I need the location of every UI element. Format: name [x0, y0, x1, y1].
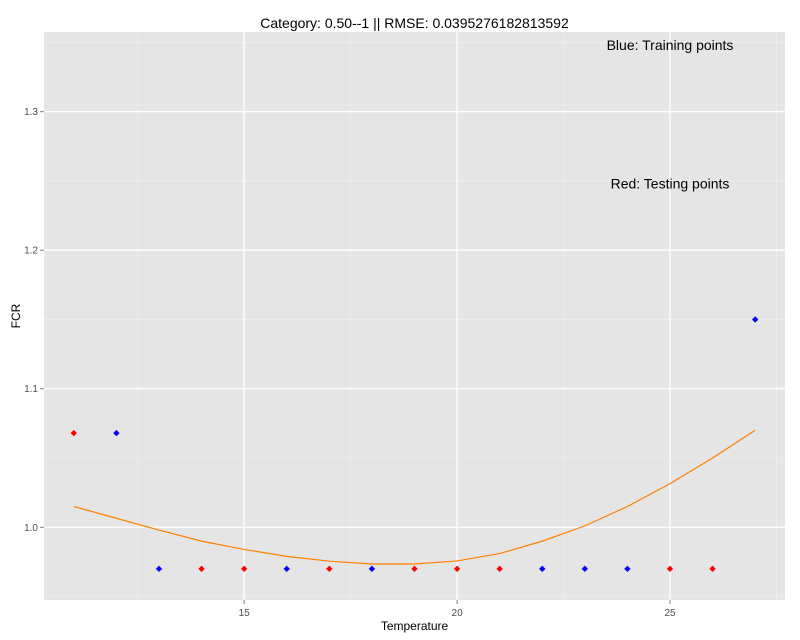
training-point	[624, 565, 631, 573]
testing-point	[666, 565, 674, 573]
points-layer	[70, 316, 759, 573]
annotation-training: Blue: Training points	[607, 37, 734, 53]
y-tick-label: 1.1	[24, 384, 38, 395]
training-point	[283, 565, 290, 573]
x-axis: 15 20 25	[239, 600, 676, 619]
training-point	[581, 565, 589, 573]
testing-point	[709, 565, 716, 573]
grid-minor	[44, 32, 785, 600]
grid-major	[44, 32, 785, 600]
testing-point	[326, 565, 333, 573]
y-tick-label: 1.2	[24, 246, 38, 257]
y-tick-label: 1.0	[24, 523, 38, 534]
plot-title: Category: 0.50--1 || RMSE: 0.03952761828…	[260, 15, 569, 31]
training-point	[155, 565, 163, 573]
testing-point	[198, 565, 205, 573]
training-point	[113, 429, 120, 437]
training-point	[751, 316, 759, 323]
testing-point	[411, 565, 418, 573]
testing-point	[496, 565, 503, 573]
testing-point	[240, 565, 248, 573]
panel-background	[44, 32, 785, 600]
x-tick-label: 20	[452, 608, 464, 619]
y-axis-title: FCR	[9, 303, 23, 328]
testing-point	[70, 429, 78, 437]
y-axis: 1.0 1.1 1.2 1.3	[24, 107, 44, 534]
annotation-testing: Red: Testing points	[611, 176, 730, 192]
fit-layer	[73, 429, 756, 565]
x-axis-title: Temperature	[381, 619, 449, 633]
testing-point	[453, 565, 461, 573]
x-tick-label: 15	[239, 608, 251, 619]
training-point	[368, 565, 376, 573]
training-point	[539, 565, 546, 573]
x-tick-label: 25	[664, 608, 676, 619]
fit-curve	[73, 429, 756, 565]
y-tick-label: 1.3	[24, 107, 38, 118]
